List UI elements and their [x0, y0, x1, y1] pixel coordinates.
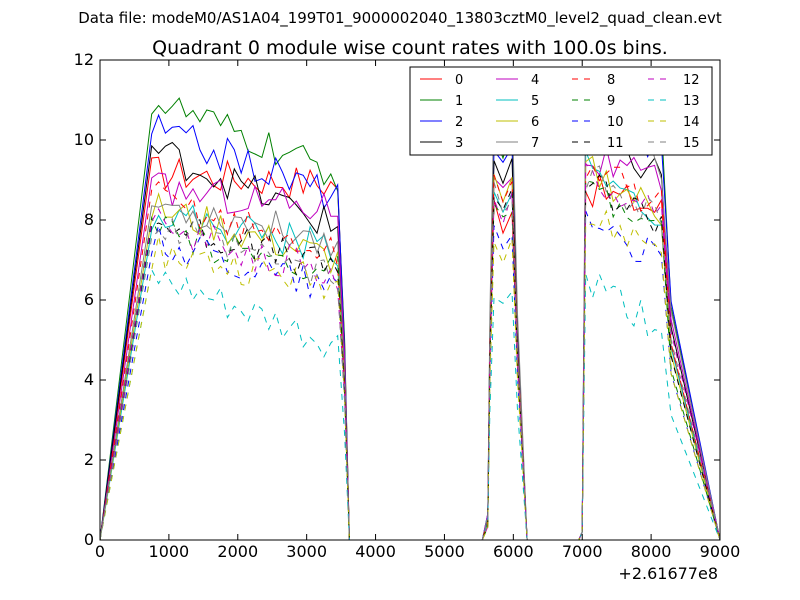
x-tick-label: 4000 — [355, 542, 396, 561]
series-line-9 — [100, 180, 720, 540]
x-tick-label: 5000 — [424, 542, 465, 561]
legend-label-15: 15 — [683, 136, 700, 151]
y-tick-label: 10 — [74, 130, 94, 149]
series-line-15 — [100, 165, 720, 540]
legend-label-4: 4 — [531, 73, 539, 88]
legend-box — [409, 66, 713, 156]
axis-ticks: 0 1000 2000 3000 4000 5000 6000 7000 8000 9000 0 2 4… — [74, 50, 741, 561]
legend-label-11: 11 — [607, 136, 624, 151]
y-tick-label: 4 — [84, 370, 94, 389]
legend-label-5: 5 — [531, 94, 539, 109]
chart-title: Quadrant 0 module wise count rates with … — [152, 37, 668, 59]
x-tick-label: 6000 — [493, 542, 534, 561]
legend-label-3: 3 — [455, 136, 463, 151]
chart-suptitle: Data file: modeM0/AS1A04_199T01_90000020… — [78, 9, 722, 28]
x-tick-label: 3000 — [286, 542, 327, 561]
y-tick-label: 8 — [84, 210, 94, 229]
x-tick-label: 9000 — [700, 542, 741, 561]
legend-label-13: 13 — [683, 94, 700, 109]
legend-label-9: 9 — [607, 94, 615, 109]
legend-label-1: 1 — [455, 94, 463, 109]
series-line-12 — [100, 162, 720, 540]
y-tick-label: 2 — [84, 450, 94, 469]
series-line-0 — [100, 156, 720, 540]
series-line-8 — [100, 164, 720, 540]
series-line-4 — [100, 147, 720, 540]
x-tick-label: 1000 — [149, 542, 190, 561]
series-line-13 — [100, 268, 720, 540]
legend-label-12: 12 — [683, 73, 700, 88]
series-line-10 — [100, 210, 720, 540]
x-tick-label: 7000 — [562, 542, 603, 561]
series-line-14 — [100, 209, 720, 540]
x-tick-label: 0 — [95, 542, 105, 561]
legend-label-14: 14 — [683, 115, 700, 130]
plot-area — [100, 90, 720, 540]
series-line-6 — [100, 155, 720, 540]
legend-label-2: 2 — [455, 115, 463, 130]
legend-label-8: 8 — [607, 73, 615, 88]
y-tick-label: 0 — [84, 530, 94, 549]
y-tick-label: 12 — [74, 50, 94, 69]
x-tick-label: 8000 — [631, 542, 672, 561]
legend-label-7: 7 — [531, 136, 539, 151]
y-tick-label: 6 — [84, 290, 94, 309]
series-line-1 — [100, 97, 720, 540]
series-line-11 — [100, 174, 720, 540]
legend-label-0: 0 — [455, 73, 463, 88]
legend-label-6: 6 — [531, 115, 539, 130]
legend-label-10: 10 — [607, 115, 624, 130]
x-offset-label: +2.61677e8 — [618, 564, 718, 583]
x-tick-label: 2000 — [217, 542, 258, 561]
